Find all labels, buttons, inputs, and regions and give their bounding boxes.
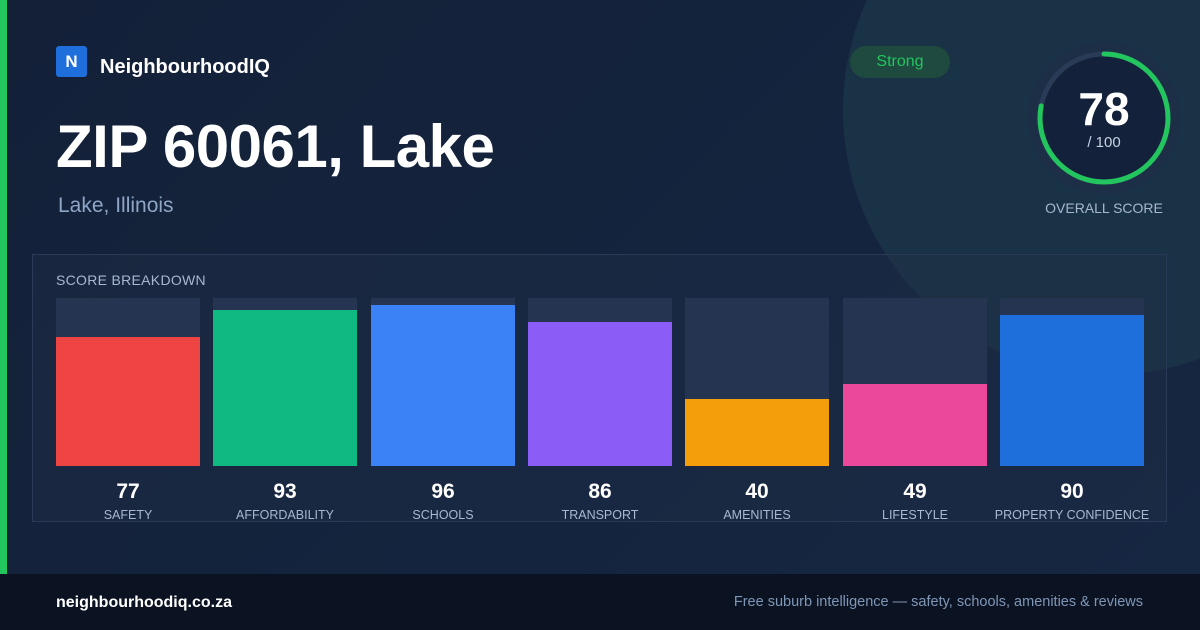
bar-lifestyle (843, 383, 987, 466)
bar-value-affordability: 93 (273, 480, 297, 503)
bar-label-safety: SAFETY (103, 508, 153, 522)
bar-label-amenities: AMENITIES (723, 508, 791, 522)
bar-label-transport: TRANSPORT (561, 508, 639, 522)
score-ring-graphic (1028, 42, 1180, 194)
bar-schools (371, 304, 515, 466)
logo-letter: N (65, 51, 78, 71)
overall-score-max: / 100 (1087, 134, 1121, 151)
bar-label-lifestyle: LIFESTYLE (882, 508, 948, 522)
location-subtitle: Lake, Illinois (58, 194, 174, 217)
page-title: ZIP 60061, Lake (56, 113, 495, 180)
bar-track (1000, 298, 1144, 466)
overall-score-ring: 78 / 100 (1028, 42, 1180, 194)
bar-transport (528, 321, 672, 466)
bar-value-lifestyle: 49 (903, 480, 927, 503)
bar-column-lifestyle: 49 LIFESTYLE (843, 298, 987, 528)
bar-value-safety: 77 (116, 480, 140, 503)
status-badge: Strong (850, 46, 950, 78)
bar-column-transport: 86 TRANSPORT (528, 298, 672, 528)
bar-label-schools: SCHOOLS (412, 508, 474, 522)
left-accent-bar (0, 0, 7, 574)
bar-track (213, 298, 357, 466)
bar-safety (56, 336, 200, 466)
bar-column-schools: 96 SCHOOLS (371, 298, 515, 528)
bar-label-affordability: AFFORDABILITY (236, 508, 334, 522)
bar-affordability (213, 309, 357, 466)
footer-tagline: Free suburb intelligence — safety, schoo… (733, 594, 1143, 610)
logo-icon: N (56, 46, 87, 77)
bar-track (56, 298, 200, 466)
footer-site-link[interactable]: neighbourhoodiq.co.za (56, 594, 232, 611)
bar-column-safety: 77 SAFETY (56, 298, 200, 528)
bar-column-affordability: 93 AFFORDABILITY (213, 298, 357, 528)
ring-progress-arc (1037, 51, 1171, 185)
bar-label-property-confidence: PROPERTY CONFIDENCE (994, 508, 1150, 522)
status-badge-label: Strong (876, 53, 924, 70)
footer (0, 574, 1200, 630)
bar-track (843, 298, 987, 466)
share-card: N NeighbourhoodIQ ZIP 60061, Lake Lake, … (0, 0, 1200, 574)
overall-score-label: OVERALL SCORE (1045, 200, 1163, 216)
bar-property-confidence (1000, 314, 1144, 466)
bar-value-property-confidence: 90 (1060, 480, 1084, 503)
bar-value-transport: 86 (588, 480, 612, 503)
score-breakdown-title: SCORE BREAKDOWN (56, 272, 206, 288)
bar-track (528, 298, 672, 466)
bar-amenities (685, 398, 829, 466)
bar-track (371, 298, 515, 466)
brand-name: NeighbourhoodIQ (100, 56, 270, 78)
bar-column-property-confidence: 90 PROPERTY CONFIDENCE (995, 298, 1149, 528)
bar-track (685, 298, 829, 466)
bar-value-schools: 96 (431, 480, 455, 503)
bar-column-amenities: 40 AMENITIES (685, 298, 829, 528)
overall-score-value: 78 (1078, 83, 1130, 135)
bar-value-amenities: 40 (745, 480, 769, 503)
